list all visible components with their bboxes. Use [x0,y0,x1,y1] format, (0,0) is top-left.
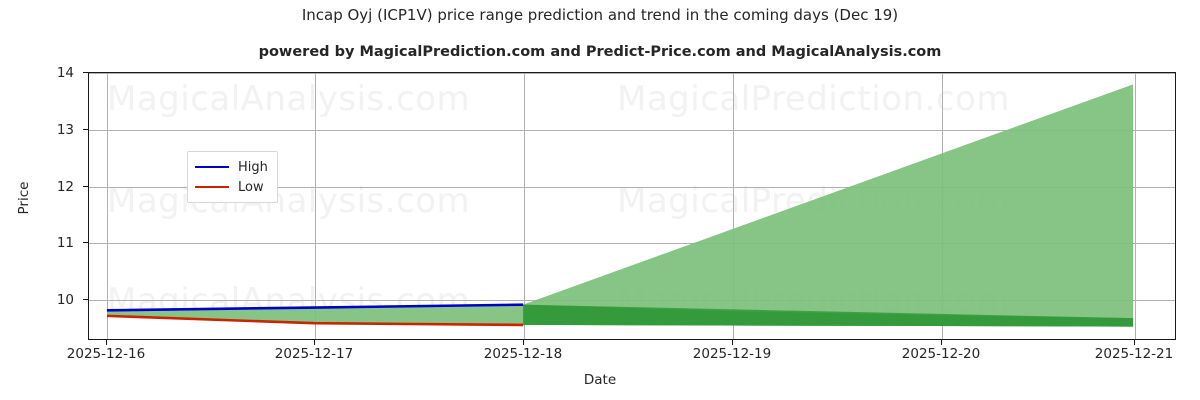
series-line-high [106,303,524,312]
y-tick-label: 10 [56,292,74,309]
y-axis-title: Price [16,181,32,215]
legend-swatch-low-icon [195,186,229,188]
x-tick-label: 2025-12-16 [66,346,146,362]
x-tick-label: 2025-12-20 [901,346,981,362]
series-line-low [106,314,524,327]
page-title: Incap Oyj (ICP1V) price range prediction… [301,6,899,24]
plot-area: MagicalAnalysis.com MagicalPrediction.co… [88,72,1176,340]
y-tick-label: 14 [56,65,74,81]
y-tick-label: 11 [56,235,74,252]
legend-swatch-high-icon [195,166,229,168]
chart-subtitle: powered by MagicalPrediction.com and Pre… [258,44,942,60]
x-tick-label: 2025-12-18 [483,346,563,362]
y-tick-label: 13 [56,121,74,138]
data-layer [106,84,1134,327]
legend-label-high: High [238,159,268,175]
forecast-cone-dark-wedge [523,304,1134,327]
x-tick-mark [941,340,942,345]
legend-item-low[interactable]: Low [195,177,268,197]
x-tick-label: 2025-12-17 [274,346,354,362]
forecast-cone-light [523,84,1134,327]
legend-label-low: Low [238,179,264,195]
chart-legend[interactable]: High Low [187,151,278,203]
x-tick-label: 2025-12-21 [1094,346,1174,362]
x-tick-mark [314,340,315,345]
x-axis-title: Date [583,372,617,388]
x-tick-mark [732,340,733,345]
legend-item-high[interactable]: High [195,157,268,177]
x-tick-mark [1134,340,1135,345]
x-tick-label: 2025-12-19 [692,346,772,362]
x-tick-mark [106,340,107,345]
y-tick-label: 12 [56,178,74,195]
x-tick-mark [523,340,524,345]
